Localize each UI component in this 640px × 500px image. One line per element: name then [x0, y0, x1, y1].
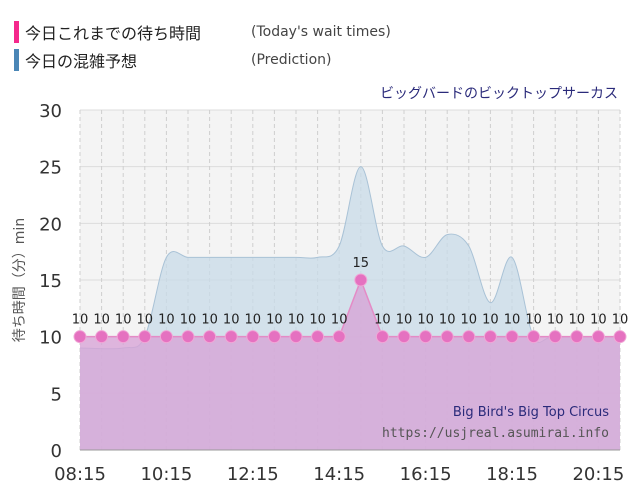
chart-title: ビッグバードのビックトップサーカス — [380, 86, 618, 102]
data-label: 10 — [612, 313, 629, 328]
y-axis: 0 5 10 15 20 25 30 — [39, 101, 62, 462]
actual-point — [138, 330, 152, 344]
y-tick-label: 15 — [39, 271, 62, 292]
data-label: 10 — [396, 313, 413, 328]
x-tick-label: 12:15 — [227, 464, 279, 485]
actual-point — [267, 330, 281, 344]
y-axis-title: 待ち時間（分）min — [12, 218, 28, 342]
data-label: 10 — [72, 313, 89, 328]
x-axis: 08:15 10:15 12:15 14:15 16:15 18:15 20:15 — [54, 449, 624, 485]
data-label: 10 — [547, 313, 564, 328]
data-label: 10 — [590, 313, 607, 328]
data-label: 10 — [180, 313, 197, 328]
actual-point — [73, 330, 87, 344]
actual-point — [116, 330, 130, 344]
actual-point — [462, 330, 476, 344]
data-label: 10 — [439, 313, 456, 328]
data-label: 10 — [374, 313, 391, 328]
data-label: 10 — [331, 313, 348, 328]
x-tick-label: 18:15 — [486, 464, 538, 485]
actual-point — [613, 330, 627, 344]
prediction-line — [79, 166, 620, 350]
data-label: 10 — [137, 313, 154, 328]
actual-series: 10 10 10 10 10 10 10 10 10 10 10 10 10 15 10 10 10 10 10 10… — [72, 256, 629, 450]
data-label: 10 — [115, 313, 132, 328]
actual-point — [483, 330, 497, 344]
data-label: 10 — [93, 313, 110, 328]
actual-point — [397, 330, 411, 344]
y-tick-label: 20 — [39, 214, 62, 235]
data-label: 10 — [288, 313, 305, 328]
data-label: 15 — [353, 256, 370, 271]
legend-prediction-swatch — [14, 49, 19, 71]
actual-point — [591, 330, 605, 344]
y-tick-label: 0 — [51, 441, 62, 462]
watermark-name: Big Bird's Big Top Circus — [453, 405, 609, 420]
data-label: 10 — [309, 313, 326, 328]
y-tick-label: 30 — [39, 101, 62, 122]
actual-point — [419, 330, 433, 344]
x-tick-label: 10:15 — [140, 464, 192, 485]
x-tick-label: 08:15 — [54, 464, 106, 485]
legend-prediction-label: 今日の混雑予想 — [25, 52, 138, 71]
data-label: 10 — [569, 313, 586, 328]
data-label: 10 — [525, 313, 542, 328]
watermark-url: https://usjreal.asumirai.info — [382, 426, 609, 441]
actual-point — [224, 330, 238, 344]
legend-actual: 今日これまでの待ち時間 (Today's wait times) — [14, 19, 391, 45]
data-label: 10 — [266, 313, 283, 328]
actual-point — [289, 330, 303, 344]
actual-point — [354, 273, 368, 287]
actual-point — [548, 330, 562, 344]
data-label: 10 — [417, 313, 434, 328]
legend-actual-label: 今日これまでの待ち時間 — [25, 24, 202, 43]
data-label: 10 — [201, 313, 218, 328]
data-label: 10 — [504, 313, 521, 328]
actual-point — [505, 330, 519, 344]
y-tick-label: 5 — [51, 384, 62, 405]
data-label: 10 — [482, 313, 499, 328]
x-tick-label: 16:15 — [400, 464, 452, 485]
legend-prediction: 今日の混雑予想 (Prediction) — [14, 47, 331, 73]
legend-prediction-sublabel: (Prediction) — [251, 52, 332, 68]
x-tick-label: 20:15 — [572, 464, 624, 485]
legend-actual-sublabel: (Today's wait times) — [251, 24, 391, 40]
data-label: 10 — [461, 313, 478, 328]
y-tick-label: 10 — [39, 328, 62, 349]
actual-point — [311, 330, 325, 344]
legend-actual-swatch — [14, 21, 19, 43]
actual-point — [440, 330, 454, 344]
actual-point — [203, 330, 217, 344]
data-label: 10 — [158, 313, 175, 328]
actual-point — [246, 330, 260, 344]
actual-point — [95, 330, 109, 344]
actual-point — [375, 330, 389, 344]
actual-point — [527, 330, 541, 344]
x-tick-label: 14:15 — [313, 464, 365, 485]
actual-point — [332, 330, 346, 344]
actual-area — [80, 280, 620, 450]
y-tick-label: 25 — [39, 158, 62, 179]
actual-point — [159, 330, 173, 344]
data-label: 10 — [245, 313, 262, 328]
actual-point — [570, 330, 584, 344]
data-label: 10 — [223, 313, 240, 328]
actual-point — [181, 330, 195, 344]
